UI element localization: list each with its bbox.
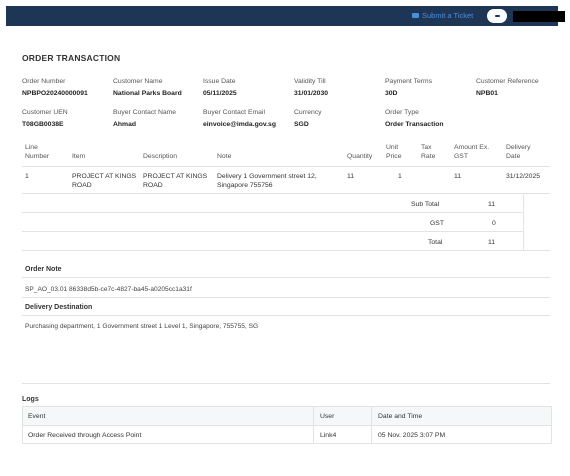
row-note: Delivery 1 Government street 12, Singapo… (217, 173, 317, 189)
customer-name-value: National Parks Board (113, 90, 182, 97)
submit-ticket-link[interactable]: Submit a Ticket (412, 11, 473, 20)
section-divider (22, 277, 550, 278)
payment-terms-label: Payment Terms (385, 78, 433, 85)
delivery-destination-text: Purchasing department, 1 Government stre… (25, 323, 259, 330)
issue-date-field: Issue Date 05/11/2025 (203, 78, 237, 97)
totals-column-border (523, 193, 524, 250)
submit-ticket-label: Submit a Ticket (422, 11, 474, 20)
order-note-title: Order Note (25, 266, 62, 273)
logs-header-user: User (320, 413, 335, 420)
issue-date-value: 05/11/2025 (203, 90, 237, 97)
customer-reference-label: Customer Reference (476, 78, 539, 85)
buyer-contact-name-label: Buyer Contact Name (113, 109, 177, 116)
validity-till-label: Validity Till (294, 78, 326, 85)
logs-header-event: Event (28, 413, 46, 420)
customer-name-field: Customer Name National Parks Board (113, 78, 182, 97)
col-header-description: Description (143, 153, 177, 160)
col-header-line-number: Line Number (25, 144, 50, 160)
logs-header-row (23, 407, 551, 426)
logs-table: Event User Date and Time Order Received … (22, 406, 552, 444)
row-description: PROJECT AT KINGS ROAD (143, 173, 208, 189)
col-header-tax-rate: Tax Rate (421, 144, 436, 160)
logs-col-divider (371, 407, 372, 443)
totals-divider (22, 250, 550, 251)
col-header-unit-price: Unit Price (386, 144, 402, 160)
delivery-destination-title: Delivery Destination (25, 304, 93, 311)
order-number-value: NPBPO20240000091 (22, 90, 88, 97)
col-header-delivery-date: Delivery Date (506, 144, 531, 160)
logs-header-datetime: Date and Time (378, 413, 423, 420)
ticket-icon (412, 13, 419, 18)
row-line-number: 1 (25, 173, 29, 180)
customer-uen-label: Customer UEN (22, 109, 68, 116)
log-row-user: Link4 (320, 432, 337, 439)
top-nav-bar: Submit a Ticket (6, 6, 565, 26)
sub-total-label: Sub Total (411, 201, 440, 208)
row-delivery-date: 31/12/2025 (506, 173, 541, 180)
buyer-contact-email-label: Buyer Contact Email (203, 109, 265, 116)
row-amount: 11 (454, 173, 462, 180)
user-name-redacted[interactable] (513, 11, 565, 22)
payment-terms-value: 30D (385, 90, 398, 97)
order-type-value: Order Transaction (385, 121, 444, 128)
page-title: ORDER TRANSACTION (22, 53, 121, 63)
customer-uen-value: T08GB0038E (22, 121, 64, 128)
currency-field: Currency SGD (294, 109, 322, 128)
buyer-contact-email-field: Buyer Contact Email einvoice@imda.gov.sg (203, 109, 276, 128)
customer-reference-value: NPB01 (476, 90, 498, 97)
section-divider (22, 383, 550, 384)
table-divider (22, 166, 550, 167)
currency-label: Currency (294, 109, 322, 116)
log-row-datetime: 05 Nov. 2025 3:07 PM (378, 432, 446, 439)
section-divider (22, 297, 550, 298)
issue-date-label: Issue Date (203, 78, 236, 85)
customer-uen-field: Customer UEN T08GB0038E (22, 109, 68, 128)
currency-value: SGD (294, 121, 309, 128)
section-divider (22, 315, 550, 316)
order-type-field: Order Type Order Transaction (385, 109, 444, 128)
validity-till-field: Validity Till 31/01/2030 (294, 78, 328, 97)
log-row-event: Order Received through Access Point (28, 432, 142, 439)
logs-col-divider (313, 407, 314, 443)
buyer-contact-name-field: Buyer Contact Name Ahmad (113, 109, 176, 128)
col-header-quantity: Quantity (347, 153, 373, 160)
row-unit-price: 1 (398, 173, 402, 180)
buyer-contact-email-value: einvoice@imda.gov.sg (203, 121, 276, 128)
payment-terms-field: Payment Terms 30D (385, 78, 432, 97)
row-item: PROJECT AT KINGS ROAD (72, 173, 137, 189)
customer-name-label: Customer Name (113, 78, 163, 85)
customer-reference-field: Customer Reference NPB01 (476, 78, 539, 97)
totals-divider (22, 231, 523, 232)
validity-till-value: 31/01/2030 (294, 90, 329, 97)
col-header-amount-ex-gst: Amount Ex. GST (454, 144, 490, 160)
row-quantity: 11 (347, 173, 355, 180)
total-label: Total (428, 239, 443, 246)
logs-title: Logs (22, 396, 39, 403)
order-note-text: SP_AO_03.01 86338d5b-ce7c-4827-ba45-a020… (25, 286, 192, 293)
buyer-contact-name-value: Ahmad (113, 121, 137, 128)
avatar[interactable] (487, 9, 507, 23)
order-number-field: Order Number NPBPO20240000091 (22, 78, 88, 97)
gst-label: GST (430, 220, 444, 227)
totals-divider (22, 212, 523, 213)
order-type-label: Order Type (385, 109, 419, 116)
gst-value: 0 (492, 220, 496, 227)
col-header-item: Item (72, 153, 86, 160)
col-header-note: Note (217, 153, 232, 160)
user-icon (494, 15, 500, 17)
sub-total-value: 11 (488, 201, 496, 208)
total-value: 11 (488, 239, 496, 246)
table-divider (22, 193, 550, 194)
order-number-label: Order Number (22, 78, 66, 85)
